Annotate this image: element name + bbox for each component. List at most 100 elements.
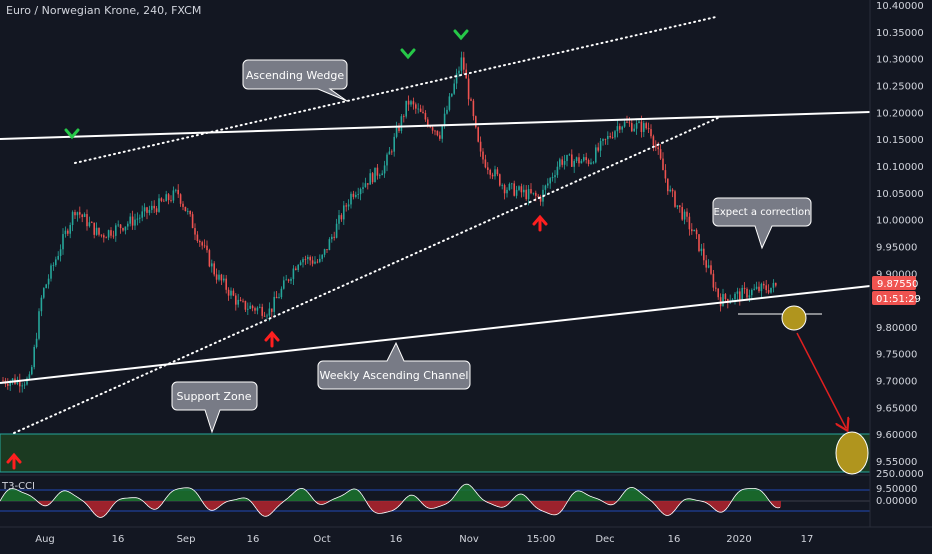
indicator-pane[interactable]: T3-CCI bbox=[0, 474, 870, 518]
candle-body bbox=[554, 175, 556, 178]
candle-body bbox=[691, 229, 693, 232]
candle-body bbox=[587, 160, 590, 165]
candle-body bbox=[379, 175, 381, 176]
candle-body bbox=[292, 268, 295, 279]
candle-body bbox=[79, 212, 81, 215]
callout-support-zone[interactable]: Support Zone bbox=[171, 381, 258, 434]
support-zone bbox=[0, 433, 871, 473]
candle-body bbox=[635, 122, 638, 129]
candle-body bbox=[760, 283, 763, 292]
candle-body bbox=[602, 138, 604, 142]
candle-body bbox=[191, 214, 194, 229]
candle-body bbox=[160, 198, 163, 201]
candle-body bbox=[196, 234, 199, 242]
candle-body bbox=[215, 274, 218, 280]
wedge-upper-line[interactable] bbox=[74, 16, 717, 164]
y-tick-label: 10.15000 bbox=[876, 135, 924, 146]
candle-body bbox=[535, 192, 537, 196]
candle-body bbox=[688, 216, 691, 230]
candle-body bbox=[595, 147, 597, 163]
candle-body bbox=[592, 162, 595, 164]
candle-body bbox=[436, 130, 439, 136]
candles bbox=[2, 51, 777, 393]
candle-body bbox=[664, 170, 667, 179]
candle-body bbox=[520, 186, 523, 193]
candle-body bbox=[244, 300, 247, 310]
candle-body bbox=[124, 226, 127, 231]
candle-body bbox=[638, 121, 640, 123]
callout-weekly-channel[interactable]: Weekly Ascending Channel bbox=[317, 341, 471, 390]
candle-body bbox=[304, 259, 307, 260]
candle-body bbox=[218, 274, 220, 280]
candle-body bbox=[299, 262, 302, 265]
candle-body bbox=[434, 130, 436, 132]
candle-body bbox=[112, 235, 115, 237]
candle-body bbox=[381, 173, 383, 176]
candle-body bbox=[187, 210, 189, 212]
channel-lower-line[interactable] bbox=[0, 285, 871, 384]
candle-body bbox=[712, 273, 715, 288]
candle-body bbox=[710, 265, 712, 274]
candle-body bbox=[376, 167, 379, 176]
candle-body bbox=[175, 189, 177, 191]
candle-body bbox=[88, 222, 91, 227]
x-tick-label: 2020 bbox=[726, 534, 751, 545]
candle-body bbox=[472, 100, 475, 117]
candle-body bbox=[707, 265, 710, 268]
candle-body bbox=[177, 189, 179, 195]
candle-body bbox=[443, 113, 446, 127]
candle-body bbox=[686, 211, 688, 217]
channel-upper-line[interactable] bbox=[0, 111, 871, 140]
candle-body bbox=[213, 263, 215, 275]
callout-expect-correction[interactable]: Expect a correction bbox=[712, 197, 812, 250]
candle-body bbox=[148, 209, 151, 213]
candle-body bbox=[655, 145, 657, 148]
candle-body bbox=[491, 174, 494, 177]
candle-body bbox=[693, 229, 695, 232]
wedge-lower-line[interactable] bbox=[13, 116, 721, 434]
arrow-up-icon bbox=[264, 330, 280, 348]
candle-body bbox=[722, 294, 724, 307]
candle-body bbox=[676, 205, 679, 207]
time-axis[interactable]: Aug 16 Sep 16 Oct 16 Nov 15:00 Dec 16 2020 17 bbox=[0, 526, 932, 545]
candle-body bbox=[515, 189, 518, 196]
x-tick-label: Dec bbox=[595, 534, 614, 545]
candle-body bbox=[489, 169, 491, 175]
candle-body bbox=[321, 254, 323, 259]
candle-body bbox=[566, 155, 568, 161]
candle-body bbox=[340, 215, 343, 220]
candle-body bbox=[479, 141, 482, 152]
price-axis[interactable]: 10.40000 10.35000 10.30000 10.25000 10.20000… bbox=[869, 0, 924, 527]
candle-body bbox=[357, 194, 359, 195]
candle-body bbox=[283, 280, 285, 289]
candle-body bbox=[431, 127, 434, 131]
candle-body bbox=[38, 311, 40, 339]
target-circle-near bbox=[781, 305, 807, 331]
candle-body bbox=[275, 296, 278, 299]
candle-body bbox=[775, 282, 777, 286]
candle-body bbox=[460, 57, 463, 71]
candle-body bbox=[31, 367, 33, 375]
candle-body bbox=[374, 167, 376, 183]
y-tick-label: 10.35000 bbox=[876, 28, 924, 39]
candle-body bbox=[422, 111, 424, 113]
candle-body bbox=[93, 222, 95, 235]
candle-body bbox=[508, 183, 511, 190]
candle-body bbox=[47, 278, 50, 285]
candle-body bbox=[107, 230, 110, 238]
candle-body bbox=[698, 234, 700, 252]
callout-ascending-wedge[interactable]: Ascending Wedge bbox=[242, 59, 348, 102]
candle-body bbox=[43, 288, 45, 298]
candle-body bbox=[532, 192, 535, 194]
candle-body bbox=[549, 178, 551, 184]
candle-body bbox=[129, 216, 131, 224]
candle-body bbox=[287, 279, 290, 281]
callout-label: Ascending Wedge bbox=[246, 69, 344, 82]
candle-body bbox=[395, 127, 398, 137]
candle-body bbox=[62, 234, 64, 250]
callout-label: Weekly Ascending Channel bbox=[320, 369, 469, 382]
candle-body bbox=[609, 135, 611, 138]
y-tick-label: 9.60000 bbox=[876, 430, 917, 441]
arrow-down-icon bbox=[400, 48, 416, 60]
